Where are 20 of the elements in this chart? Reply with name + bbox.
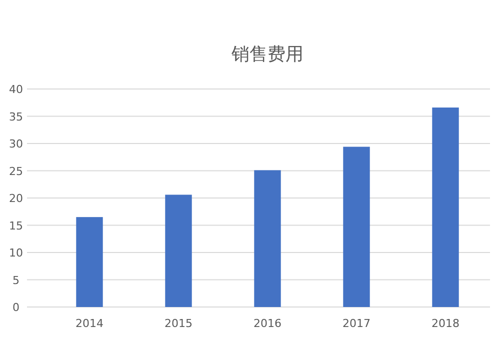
y-tick-label: 40: [9, 83, 23, 96]
y-tick-label: 5: [12, 274, 20, 287]
bar: [165, 194, 192, 307]
x-tick-label: 2017: [342, 317, 370, 330]
y-tick-label: 10: [9, 246, 23, 260]
bar: [343, 146, 370, 307]
bar: [432, 108, 459, 307]
y-tick-label: 15: [9, 219, 23, 232]
x-tick-label: 2014: [76, 317, 104, 330]
bar: [254, 170, 281, 307]
x-tick-label: 2018: [432, 317, 460, 330]
y-tick-label: 20: [9, 192, 23, 205]
y-tick-label: 25: [9, 164, 23, 178]
bar: [76, 217, 103, 307]
x-tick-label: 2016: [254, 317, 282, 330]
chart-title: 销售费用: [230, 44, 304, 65]
y-tick-label: 30: [9, 138, 23, 150]
y-tick-label: 35: [9, 110, 23, 124]
y-tick-label: 0: [12, 301, 20, 314]
x-tick-label: 2015: [164, 317, 192, 330]
